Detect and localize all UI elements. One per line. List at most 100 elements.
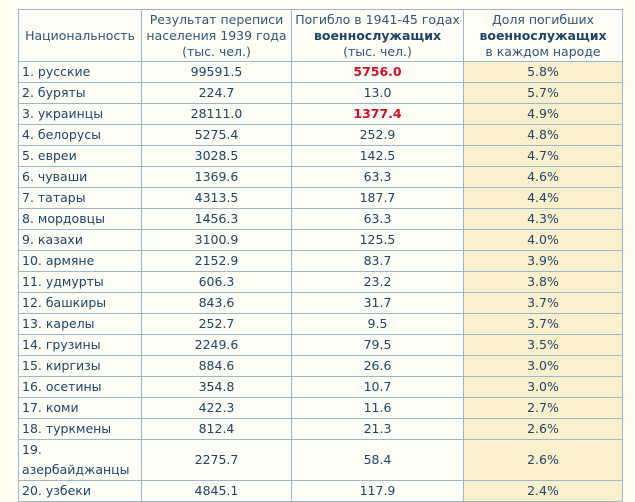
census-cell: 422.3 [141, 397, 292, 419]
nationality-cell: 15. киргизы [18, 355, 142, 377]
nationality-cell: 3. украинцы [18, 103, 142, 125]
census-cell: 252.7 [141, 313, 292, 335]
share-cell: 3.7% [463, 292, 623, 314]
table-row: 15. киргизы 884.6 26.6 3.0% [18, 355, 623, 377]
killed-cell: 26.6 [291, 355, 464, 377]
share-cell: 2.6% [463, 439, 623, 481]
nationality-cell: 6. чуваши [18, 166, 142, 188]
table-row: 1. русские 99591.5 5756.0 5.8% [18, 61, 623, 83]
census-cell: 5275.4 [141, 124, 292, 146]
table-row: 13. карелы 252.7 9.5 3.7% [18, 313, 623, 335]
census-cell: 1456.3 [141, 208, 292, 230]
nationality-cell: 12. башкиры [18, 292, 142, 314]
table-row: 18. туркмены 812.4 21.3 2.6% [18, 418, 623, 440]
table-row: 8. мордовцы 1456.3 63.3 4.3% [18, 208, 623, 230]
nationality-cell: 5. евреи [18, 145, 142, 167]
census-cell: 3028.5 [141, 145, 292, 167]
share-cell: 2.7% [463, 397, 623, 419]
share-cell: 4.6% [463, 166, 623, 188]
table-row: 9. казахи 3100.9 125.5 4.0% [18, 229, 623, 251]
table-row: 12. башкиры 843.6 31.7 3.7% [18, 292, 623, 314]
nationality-cell: 18. туркмены [18, 418, 142, 440]
share-cell: 2.4% [463, 480, 623, 502]
nationality-cell: 13. карелы [18, 313, 142, 335]
table-row: 5. евреи 3028.5 142.5 4.7% [18, 145, 623, 167]
share-cell: 2.6% [463, 418, 623, 440]
table-row: 20. узбеки 4845.1 117.9 2.4% [18, 480, 623, 502]
census-cell: 354.8 [141, 376, 292, 398]
killed-cell: 31.7 [291, 292, 464, 314]
nationality-cell: 4. белорусы [18, 124, 142, 146]
killed-cell: 11.6 [291, 397, 464, 419]
killed-cell: 117.9 [291, 480, 464, 502]
killed-cell: 58.4 [291, 439, 464, 481]
census-cell: 224.7 [141, 82, 292, 104]
share-cell: 4.9% [463, 103, 623, 125]
killed-cell: 9.5 [291, 313, 464, 335]
killed-cell: 23.2 [291, 271, 464, 293]
table-row: 4. белорусы 5275.4 252.9 4.8% [18, 124, 623, 146]
table-row: 2. буряты 224.7 13.0 5.7% [18, 82, 623, 104]
table-row: 19. азербайджанцы 2275.7 58.4 2.6% [18, 439, 623, 481]
killed-cell: 63.3 [291, 208, 464, 230]
table-row: 6. чуваши 1369.6 63.3 4.6% [18, 166, 623, 188]
share-cell: 4.8% [463, 124, 623, 146]
share-cell: 3.7% [463, 313, 623, 335]
census-cell: 4313.5 [141, 187, 292, 209]
nationality-cell: 16. осетины [18, 376, 142, 398]
nationality-cell: 20. узбеки [18, 480, 142, 502]
census-cell: 99591.5 [141, 61, 292, 83]
header-share: Доля погибших военнослужащих в каждом на… [463, 9, 623, 62]
share-cell: 3.0% [463, 355, 623, 377]
killed-cell: 79.5 [291, 334, 464, 356]
killed-cell: 125.5 [291, 229, 464, 251]
killed-cell: 1377.4 [291, 103, 464, 125]
census-cell: 2275.7 [141, 439, 292, 481]
nationality-cell: 19. азербайджанцы [18, 439, 142, 481]
table-row: 7. татары 4313.5 187.7 4.4% [18, 187, 623, 209]
share-cell: 3.9% [463, 250, 623, 272]
share-cell: 4.0% [463, 229, 623, 251]
share-cell: 3.5% [463, 334, 623, 356]
share-cell: 4.4% [463, 187, 623, 209]
table-row: 14. грузины 2249.6 79.5 3.5% [18, 334, 623, 356]
share-cell: 4.7% [463, 145, 623, 167]
nationality-cell: 7. татары [18, 187, 142, 209]
header-row: Национальность Результат переписи населе… [18, 9, 623, 62]
share-cell: 5.8% [463, 61, 623, 83]
nationality-cell: 8. мордовцы [18, 208, 142, 230]
share-cell: 5.7% [463, 82, 623, 104]
nationality-cell: 2. буряты [18, 82, 142, 104]
census-cell: 28111.0 [141, 103, 292, 125]
census-cell: 843.6 [141, 292, 292, 314]
header-census: Результат переписи населения 1939 года (… [141, 9, 292, 62]
nationality-cell: 10. армяне [18, 250, 142, 272]
killed-cell: 83.7 [291, 250, 464, 272]
share-cell: 3.8% [463, 271, 623, 293]
census-cell: 3100.9 [141, 229, 292, 251]
table-row: 10. армяне 2152.9 83.7 3.9% [18, 250, 623, 272]
nationality-cell: 1. русские [18, 61, 142, 83]
killed-cell: 252.9 [291, 124, 464, 146]
killed-cell: 10.7 [291, 376, 464, 398]
share-cell: 3.0% [463, 376, 623, 398]
casualties-table: Национальность Результат переписи населе… [18, 9, 623, 502]
nationality-cell: 17. коми [18, 397, 142, 419]
census-cell: 606.3 [141, 271, 292, 293]
census-cell: 2152.9 [141, 250, 292, 272]
census-cell: 2249.6 [141, 334, 292, 356]
share-cell: 4.3% [463, 208, 623, 230]
table-row: 16. осетины 354.8 10.7 3.0% [18, 376, 623, 398]
nationality-cell: 14. грузины [18, 334, 142, 356]
table-frame: Национальность Результат переписи населе… [10, 2, 623, 502]
killed-cell: 142.5 [291, 145, 464, 167]
nationality-cell: 11. удмурты [18, 271, 142, 293]
table-row: 17. коми 422.3 11.6 2.7% [18, 397, 623, 419]
header-killed: Погибло в 1941-45 годах военнослужащих (… [291, 9, 464, 62]
table-row: 3. украинцы 28111.0 1377.4 4.9% [18, 103, 623, 125]
header-nationality: Национальность [18, 9, 142, 62]
killed-cell: 5756.0 [291, 61, 464, 83]
nationality-cell: 9. казахи [18, 229, 142, 251]
killed-cell: 21.3 [291, 418, 464, 440]
census-cell: 1369.6 [141, 166, 292, 188]
